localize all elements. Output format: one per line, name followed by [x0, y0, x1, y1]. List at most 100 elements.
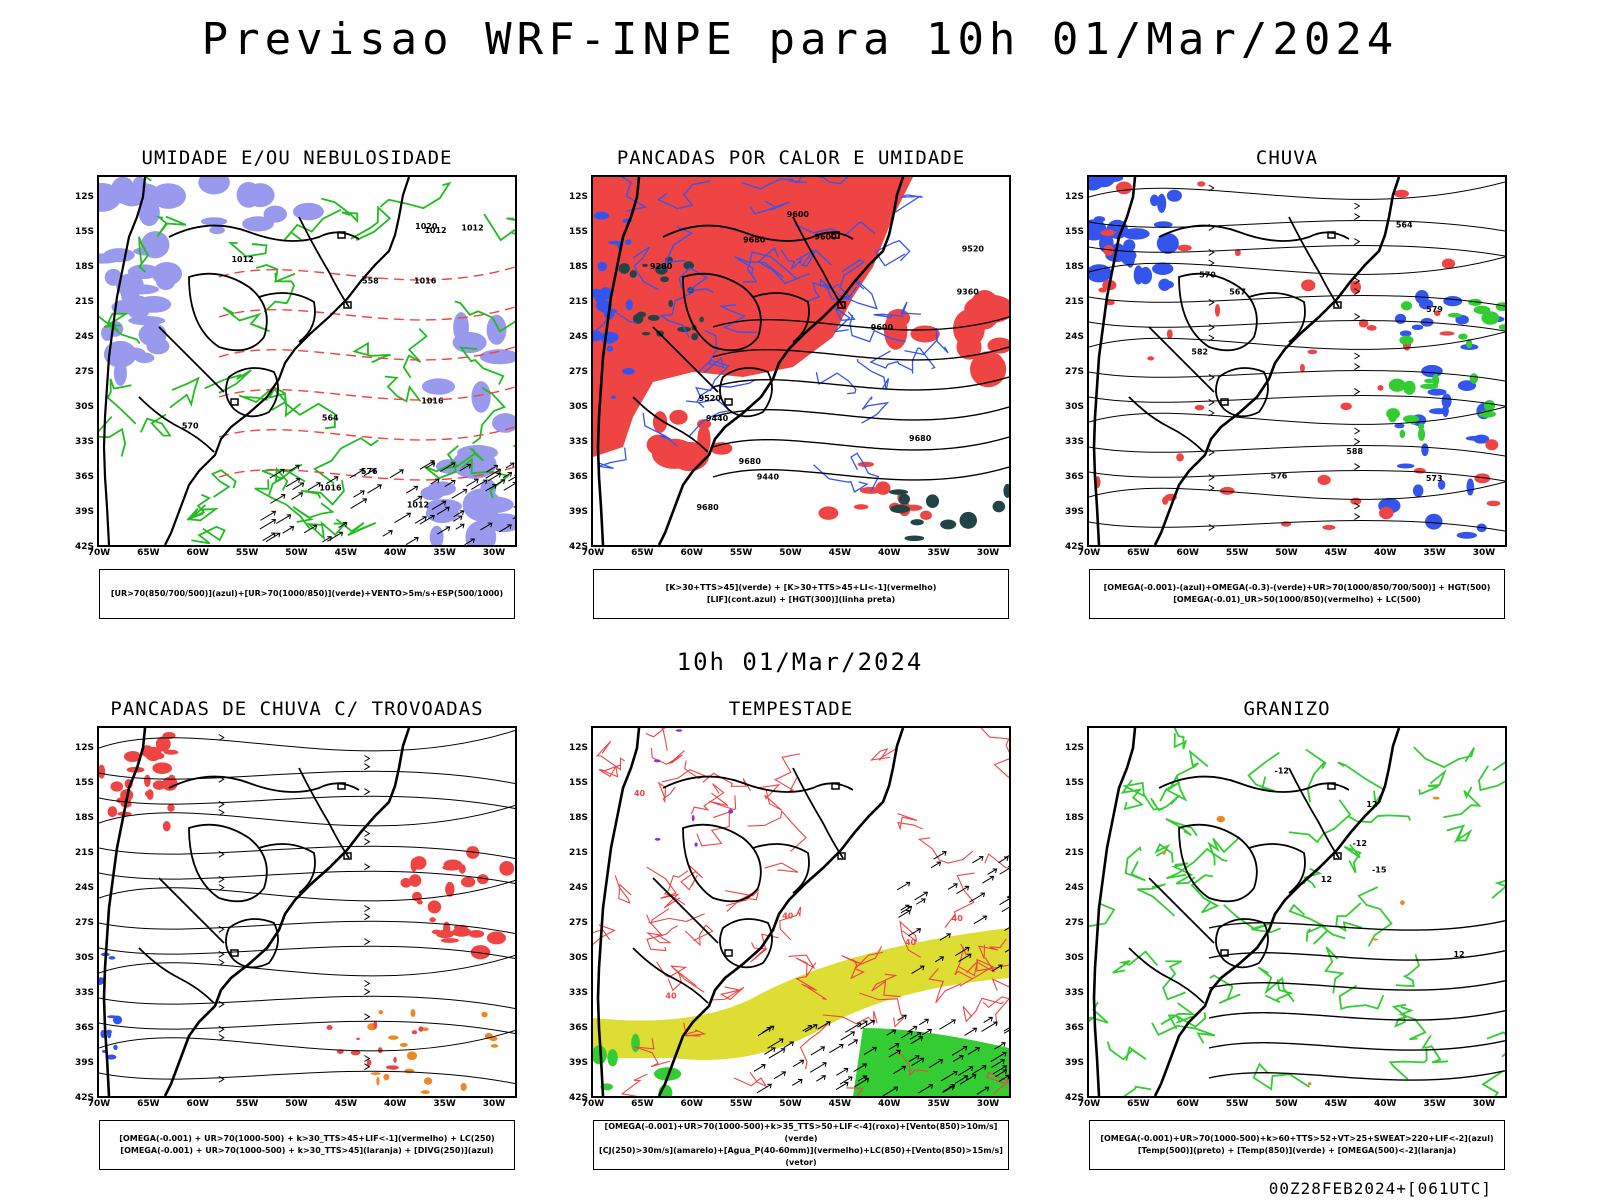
- precipitable-water-contour: [747, 809, 807, 852]
- map-canvas: 40 40 40 40 40: [593, 728, 1009, 1096]
- country-border: [1158, 224, 1350, 242]
- legend-line: [LIF](cont.azul) + [HGT(300)](linha pret…: [706, 595, 896, 604]
- longitude-tick-label: 60W: [186, 1099, 209, 1109]
- wind-vector: [322, 536, 332, 543]
- longitude-tick-label: 50W: [779, 1099, 802, 1109]
- panel-trovoadas: PANCADAS DE CHUVA C/ TROVOADAS 12S 15S 18S 2…: [62, 698, 532, 1178]
- lif-contour: [741, 178, 808, 190]
- contour-line: [218, 346, 515, 361]
- contour-line: [712, 466, 1009, 481]
- precipitable-water-contour: [779, 906, 802, 941]
- contour-label: 564: [1396, 220, 1413, 229]
- wind-vector: [756, 1083, 772, 1094]
- lif-blue-area: [595, 299, 612, 312]
- precipitable-water-contour: [650, 748, 685, 765]
- humidity-blue-area: [457, 444, 498, 461]
- storm-red-area: [366, 1059, 372, 1066]
- precipitable-water-contour: [645, 728, 668, 751]
- humidity-blue-area: [123, 347, 146, 360]
- temp850-contour: [1338, 984, 1385, 1011]
- storm-purple-area: [694, 842, 698, 847]
- temp850-contour: [1112, 950, 1159, 974]
- lake-marker: [343, 301, 352, 309]
- lif-contour: [833, 307, 856, 333]
- wind-vector: [405, 485, 419, 494]
- latitude-tick-label: 42S: [74, 1093, 94, 1103]
- precipitable-water-contour: [984, 853, 1009, 869]
- humidity-green-contour: [169, 376, 200, 409]
- rain-red-area: [1194, 404, 1205, 411]
- streamline-arrow: [364, 863, 371, 871]
- longitude-tick-label: 65W: [1127, 1099, 1150, 1109]
- temp850-contour: [1137, 883, 1176, 917]
- storm-red-area: [427, 900, 442, 914]
- contour-line: [712, 316, 1009, 331]
- longitude-tick-label: 35W: [1423, 1099, 1446, 1109]
- country-border: [1178, 823, 1258, 903]
- wind-vector: [783, 1041, 795, 1049]
- streamline-arrow: [364, 988, 371, 996]
- latitude-tick-label: 36S: [568, 1023, 588, 1033]
- storm-purple-area: [653, 759, 661, 763]
- wind-vector: [444, 479, 456, 488]
- longitude-tick-label: 70W: [1077, 548, 1101, 558]
- storm-red-area: [445, 881, 455, 897]
- wind-vector: [836, 1067, 849, 1076]
- longitude-tick-label: 65W: [137, 1099, 160, 1109]
- longitude-tick-label: 45W: [828, 1099, 852, 1109]
- humidity-blue-area: [462, 488, 502, 522]
- storm-orange-area: [370, 1072, 382, 1075]
- temp850-contour: [1398, 1006, 1427, 1041]
- map-area: 40 40 40 40 40: [591, 726, 1011, 1098]
- omega-blue-area: [1441, 393, 1452, 409]
- temp850-contour: [1190, 874, 1220, 914]
- temp850-contour: [1106, 1041, 1147, 1062]
- storm-red-area: [458, 864, 466, 874]
- wind-vector: [452, 515, 463, 522]
- latitude-tick-label: 15S: [74, 778, 94, 788]
- storm-red-area: [460, 876, 476, 888]
- latitude-tick-label: 39S: [568, 507, 588, 517]
- humidity-green-contour: [255, 264, 296, 283]
- lif-contour: [620, 177, 647, 212]
- wind-vector: [810, 1046, 826, 1056]
- wind-vector: [930, 861, 942, 869]
- longitude-tick-label: 55W: [1225, 1099, 1249, 1109]
- contour-label: 1012: [424, 226, 446, 235]
- country-border: [1178, 272, 1258, 352]
- panel-tempestade: TEMPESTADE 40 40 40 40 40 12S 15S 18S 21S 24S 27S 30…: [556, 698, 1026, 1178]
- latitude-tick-label: 24S: [1064, 332, 1084, 342]
- longitude-tick-label: 70W: [581, 1099, 605, 1109]
- wind-vector: [405, 536, 419, 545]
- wind-vector: [916, 898, 926, 905]
- divergence-blue-area: [106, 1029, 112, 1035]
- streamline-arrow: [364, 830, 371, 837]
- streamline-arrow: [364, 763, 371, 771]
- lif-contour: [749, 251, 798, 280]
- longitude-tick-label: 55W: [235, 1099, 259, 1109]
- map-area: 588 582 579 576 573 570 567 564: [1087, 175, 1507, 547]
- latitude-tick-label: 15S: [1064, 778, 1084, 788]
- coastline: [1092, 177, 1401, 545]
- wind-vector: [259, 519, 277, 530]
- rain-red-area: [1366, 325, 1377, 331]
- humidity-green-contour: [261, 468, 306, 496]
- wind-vector: [485, 468, 502, 479]
- temp850-contour: [1151, 1022, 1216, 1044]
- wind-vector: [939, 933, 951, 941]
- longitude-tick-label: 35W: [433, 1099, 456, 1109]
- temp850-contour: [1222, 904, 1281, 934]
- contour-label: 12: [1366, 800, 1377, 809]
- wind-vector: [1006, 895, 1009, 898]
- wind-vector: [269, 468, 285, 479]
- latitude-tick-label: 24S: [1064, 883, 1084, 893]
- streamline: [1089, 445, 1505, 457]
- country-border: [168, 224, 360, 242]
- latitude-tick-label: 33S: [568, 437, 588, 447]
- latitude-tick-label: 39S: [74, 507, 94, 517]
- wind-vector: [431, 500, 447, 511]
- temp850-contour: [1159, 776, 1188, 802]
- temp850-contour: [1165, 818, 1198, 837]
- longitude-tick-label: 30W: [482, 548, 506, 558]
- storm-orange-area: [376, 1076, 380, 1086]
